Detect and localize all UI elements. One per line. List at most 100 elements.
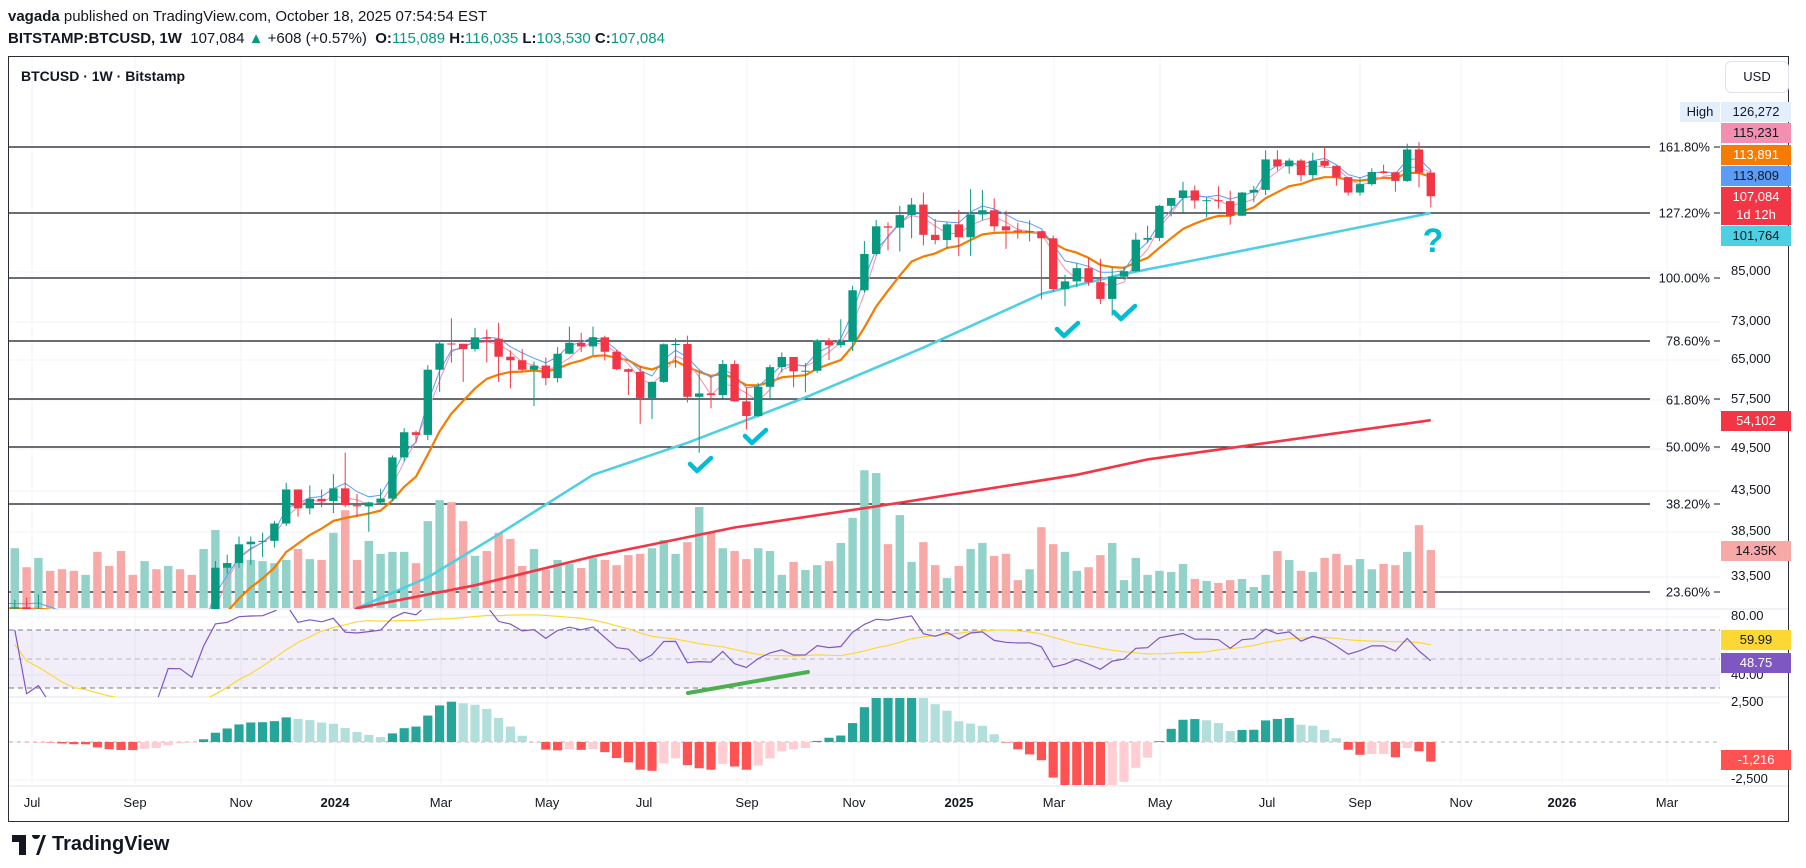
bar-countdown: 1d 12h [1736, 207, 1776, 222]
macd-histogram-bar [1331, 738, 1341, 742]
candle [1119, 266, 1129, 280]
volume-bar [883, 544, 893, 608]
candle [1320, 146, 1329, 168]
candle-body [600, 337, 609, 352]
time-tick: Nov [842, 795, 866, 810]
volume-bar [105, 565, 114, 608]
candle [0, 599, 7, 658]
candle-body [1367, 171, 1376, 185]
close-value: 107,084 [610, 30, 665, 47]
macd-histogram-bar [1001, 742, 1011, 743]
candle [636, 366, 645, 424]
macd-histogram-bar [222, 728, 232, 742]
volume-bar [34, 557, 43, 608]
macd-histogram-bar [588, 742, 598, 750]
candle-body [22, 607, 31, 609]
fib-label: 50.00% [1665, 439, 1710, 455]
candle-body [1391, 172, 1400, 181]
candle [813, 338, 822, 373]
macd-histogram-bar [1261, 720, 1271, 742]
candle [931, 219, 940, 245]
volume-bar [223, 565, 232, 608]
candle-body [907, 204, 916, 216]
volume-bar [1237, 578, 1247, 608]
volume-bar [187, 574, 196, 608]
volume-bar [1049, 544, 1058, 608]
candle [1414, 142, 1424, 188]
candle-body [1084, 268, 1093, 283]
tradingview-logo[interactable]: TradingView [12, 833, 169, 856]
macd-histogram-bar [1355, 742, 1365, 755]
volume-bar [600, 559, 609, 608]
candle [942, 221, 952, 249]
macd-histogram-bar [128, 742, 138, 751]
rsi-signal-tag: 59.99 [1721, 630, 1791, 650]
volume-bar [270, 563, 279, 608]
macd-histogram-bar [989, 734, 999, 742]
volume-bar [317, 559, 326, 608]
candle [1426, 169, 1435, 208]
time-tick: Sep [123, 795, 147, 810]
volume-bar [942, 578, 952, 608]
macd-histogram-bar [694, 742, 704, 769]
low-value: 103,530 [536, 30, 591, 47]
macd-histogram-bar [423, 715, 433, 742]
candle [58, 610, 66, 626]
macd-histogram-bar [576, 742, 586, 750]
volume-bar [69, 570, 78, 608]
candle-body [1155, 205, 1164, 238]
volume-bar [93, 551, 102, 608]
volume-bar [695, 507, 704, 608]
candle-body [1096, 282, 1105, 299]
candle-body [506, 356, 515, 361]
volume-bar [730, 551, 739, 608]
volume-bar [518, 565, 527, 608]
author[interactable]: vagada [8, 8, 60, 25]
volume-bar [895, 515, 904, 608]
candle-body [919, 204, 928, 235]
volume-bar [1379, 563, 1388, 608]
macd-histogram-bar [1414, 742, 1424, 752]
candle [376, 488, 385, 505]
candle [1190, 185, 1199, 209]
macd-histogram-bar [623, 742, 633, 763]
currency-button[interactable]: USD [1725, 61, 1789, 93]
candle-body [990, 210, 999, 227]
volume-bar [1001, 553, 1011, 608]
candle [223, 554, 232, 574]
candle-body [81, 621, 89, 624]
tradingview-logo-icon [12, 834, 46, 855]
candle-body [246, 541, 255, 545]
macd-histogram-bar [1190, 719, 1200, 742]
open-label: O: [375, 30, 392, 47]
volume-bar [258, 561, 267, 608]
price-tick: 85,000 [1731, 263, 1771, 278]
macd-histogram-bar [116, 742, 126, 750]
volume-bar [400, 551, 409, 608]
high-value: 116,035 [465, 30, 519, 47]
candle [234, 536, 244, 568]
macd-histogram-bar [81, 742, 91, 745]
candle [624, 368, 633, 396]
price-tick: 38,500 [1731, 523, 1771, 538]
candle [1060, 274, 1070, 307]
volume-bar [293, 549, 303, 608]
candle [1285, 158, 1294, 174]
volume-bar [636, 553, 645, 608]
volume-bar [1403, 551, 1412, 608]
volume-bar [1143, 574, 1152, 608]
candle [659, 343, 668, 383]
chart-legend[interactable]: BTCUSD · 1W · Bitstamp [21, 68, 186, 84]
macd-histogram-bar [411, 726, 421, 742]
candle-body [1072, 268, 1081, 282]
candle [1202, 197, 1211, 218]
time-tick: Jul [1258, 795, 1276, 810]
candle [270, 520, 279, 548]
last-price: 107,084 [190, 30, 245, 47]
candle-body [341, 488, 350, 506]
volume-bar [659, 540, 668, 608]
candle-body [718, 364, 727, 396]
candle [919, 192, 928, 246]
rsi-divergence-trendline [686, 670, 810, 695]
